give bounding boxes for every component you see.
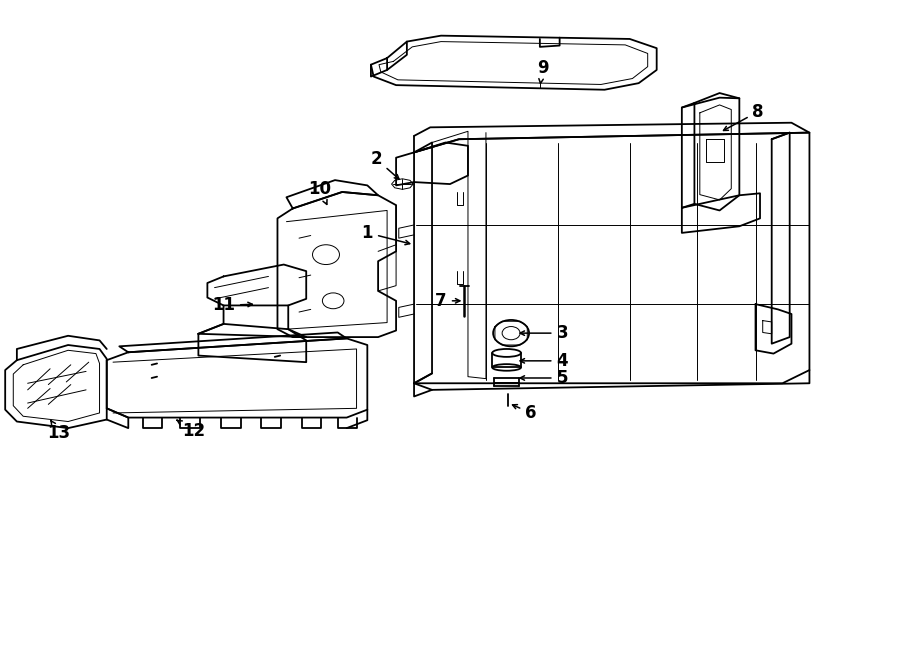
Text: 6: 6 bbox=[512, 404, 536, 422]
Text: 8: 8 bbox=[724, 102, 764, 130]
Text: 1: 1 bbox=[362, 224, 410, 245]
Text: 3: 3 bbox=[520, 324, 568, 342]
Text: 5: 5 bbox=[520, 369, 568, 387]
Text: 12: 12 bbox=[177, 420, 205, 440]
Text: 11: 11 bbox=[212, 296, 252, 315]
Text: 10: 10 bbox=[308, 180, 331, 204]
Text: 9: 9 bbox=[536, 59, 548, 83]
Text: 7: 7 bbox=[436, 292, 460, 310]
Text: 2: 2 bbox=[371, 150, 399, 179]
Text: 4: 4 bbox=[520, 352, 568, 370]
Text: 13: 13 bbox=[48, 420, 71, 442]
